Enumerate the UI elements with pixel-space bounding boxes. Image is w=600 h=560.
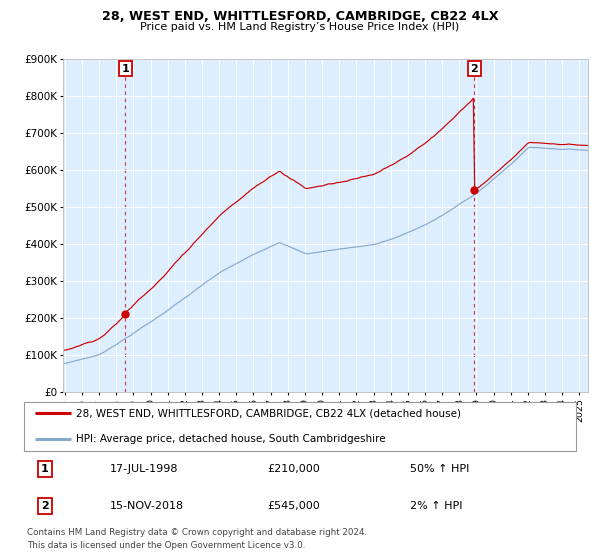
Text: 17-JUL-1998: 17-JUL-1998 [110, 464, 178, 474]
Text: 1: 1 [122, 64, 130, 74]
Text: 2: 2 [41, 501, 49, 511]
Text: £210,000: £210,000 [267, 464, 320, 474]
Text: Price paid vs. HM Land Registry’s House Price Index (HPI): Price paid vs. HM Land Registry’s House … [140, 22, 460, 32]
FancyBboxPatch shape [24, 402, 576, 451]
Text: Contains HM Land Registry data © Crown copyright and database right 2024.
This d: Contains HM Land Registry data © Crown c… [27, 528, 367, 549]
Text: HPI: Average price, detached house, South Cambridgeshire: HPI: Average price, detached house, Sout… [76, 434, 386, 444]
Text: £545,000: £545,000 [267, 501, 320, 511]
Text: 28, WEST END, WHITTLESFORD, CAMBRIDGE, CB22 4LX (detached house): 28, WEST END, WHITTLESFORD, CAMBRIDGE, C… [76, 408, 461, 418]
Text: 28, WEST END, WHITTLESFORD, CAMBRIDGE, CB22 4LX: 28, WEST END, WHITTLESFORD, CAMBRIDGE, C… [101, 10, 499, 23]
Text: 15-NOV-2018: 15-NOV-2018 [110, 501, 184, 511]
Text: 50% ↑ HPI: 50% ↑ HPI [410, 464, 470, 474]
Text: 2: 2 [470, 64, 478, 74]
Text: 2% ↑ HPI: 2% ↑ HPI [410, 501, 463, 511]
Text: 1: 1 [41, 464, 49, 474]
